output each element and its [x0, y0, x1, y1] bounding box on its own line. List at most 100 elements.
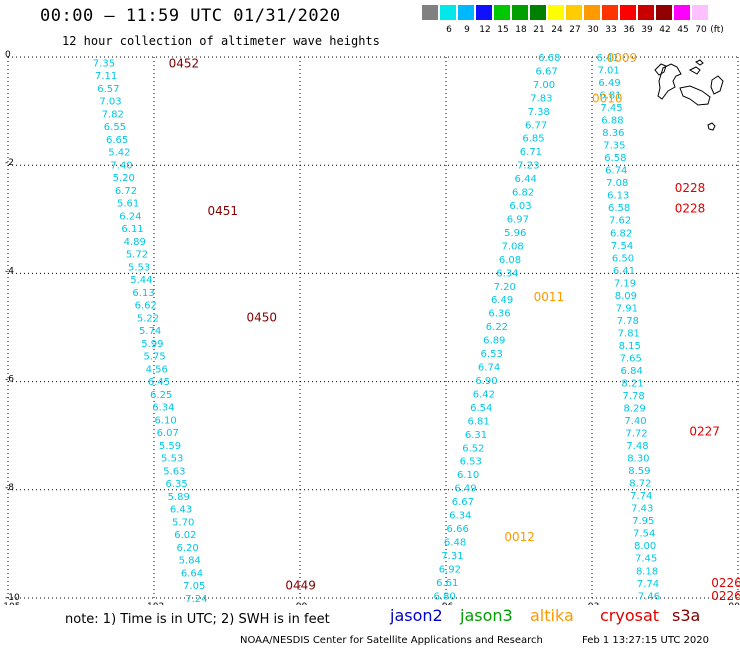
swh-value-cryosat: 8.36	[602, 128, 624, 139]
x-tick-label: -96	[439, 602, 454, 605]
swh-value-cryosat: 6.81	[599, 91, 621, 102]
swh-value-s3a: 6.62	[135, 301, 157, 312]
swh-value-s3a: 5.53	[161, 454, 183, 465]
island-outline	[654, 63, 667, 76]
swh-value-s3a: 5.61	[117, 199, 139, 210]
swh-value-s3a: 6.45	[148, 377, 170, 388]
swh-value-altika: 6.82	[512, 188, 534, 199]
swh-value-cryosat: 8.00	[634, 541, 656, 552]
swh-value-altika: 6.48	[444, 537, 466, 548]
pass-time-label-s3a: 0449	[285, 578, 316, 592]
swh-value-s3a: 6.24	[119, 211, 141, 222]
colorbar-box	[512, 5, 528, 20]
swh-value-altika: 7.00	[533, 80, 555, 91]
colorbar-label: 9	[464, 25, 470, 35]
colorbar-label: 12	[479, 25, 491, 35]
legend-altika: altika	[530, 606, 574, 625]
x-tick-label: -90	[725, 602, 740, 605]
swh-value-cryosat: 7.45	[635, 554, 657, 565]
swh-value-cryosat: 7.78	[617, 316, 639, 327]
swh-value-s3a: 6.20	[176, 543, 198, 554]
swh-value-altika: 6.34	[496, 268, 518, 279]
island-outline	[679, 85, 711, 106]
swh-value-cryosat: 7.74	[637, 579, 659, 590]
x-tick-label: -99	[293, 602, 308, 605]
swh-value-s3a: 6.02	[174, 530, 196, 541]
colorbar-label: 21	[533, 25, 545, 35]
colorbar-box	[584, 5, 600, 20]
swh-value-s3a: 5.63	[163, 466, 185, 477]
colorbar-box	[602, 5, 618, 20]
swh-value-altika: 6.31	[465, 430, 487, 441]
swh-value-altika: 6.90	[475, 376, 497, 387]
colorbar-label: 42	[659, 25, 671, 35]
colorbar-box	[530, 5, 546, 20]
swh-value-altika: 5.96	[504, 228, 526, 239]
swh-value-cryosat: 7.54	[633, 529, 655, 540]
swh-value-altika: 6.97	[507, 214, 529, 225]
colorbar-box	[620, 5, 636, 20]
swh-value-s3a: 7.05	[183, 581, 205, 592]
colorbar-label: 24	[551, 25, 563, 35]
pass-time-label-altika: 0012	[504, 530, 535, 544]
swh-value-altika: 7.23	[517, 161, 539, 172]
swh-value-s3a: 5.59	[159, 441, 181, 452]
swh-value-cryosat: 7.48	[626, 441, 648, 452]
swh-value-altika: 7.20	[494, 282, 516, 293]
pass-time-label-cryosat: 0226	[711, 576, 740, 590]
pass-time-label-altika: 0011	[534, 290, 565, 304]
pass-time-label-s3a: 0452	[169, 56, 200, 70]
swh-value-altika: 6.03	[509, 201, 531, 212]
swh-value-altika: 6.53	[481, 349, 503, 360]
swh-value-altika: 6.67	[535, 66, 557, 77]
swh-value-s3a: 5.42	[108, 148, 130, 159]
swh-value-s3a: 6.65	[106, 135, 128, 146]
swh-value-altika: 6.08	[499, 255, 521, 266]
x-tick-label: -102	[144, 602, 164, 605]
colorbar-label: 33	[605, 25, 617, 35]
colorbar-box	[458, 5, 474, 20]
swh-value-s3a: 7.11	[95, 71, 117, 82]
swh-value-altika: 6.54	[470, 403, 492, 414]
wave-height-plot: 0 -2 -4 -6 -8 -10-105 -102 -99 -96 -93 -90 7.35 7.11…	[0, 50, 740, 605]
legend-jason2: jason2	[390, 606, 443, 625]
swh-value-altika: 6.61	[436, 578, 458, 589]
swh-value-s3a: 6.10	[154, 415, 176, 426]
swh-value-altika: 6.92	[439, 564, 461, 575]
swh-value-cryosat: 6.82	[610, 228, 632, 239]
note-text: note: 1) Time is in UTC; 2) SWH is in fe…	[65, 612, 330, 627]
swh-value-cryosat: 8.18	[636, 566, 658, 577]
pass-time-label-s3a: 0450	[246, 311, 277, 325]
swh-value-cryosat: 7.43	[631, 504, 653, 515]
swh-value-cryosat: 7.19	[614, 278, 636, 289]
colorbar-label: 15	[497, 25, 509, 35]
swh-value-cryosat: 8.72	[629, 479, 651, 490]
swh-value-altika: 6.10	[457, 470, 479, 481]
swh-value-cryosat: 7.81	[618, 328, 640, 339]
swh-value-altika: 6.44	[515, 174, 537, 185]
colorbar-label: 27	[569, 25, 581, 35]
swh-value-altika: 7.38	[528, 107, 550, 118]
swh-value-cryosat: 7.01	[597, 66, 619, 77]
swh-value-altika: 6.52	[462, 443, 484, 454]
swh-value-s3a: 7.24	[185, 594, 207, 605]
swh-value-s3a: 5.44	[130, 275, 152, 286]
y-tick-label: -2	[5, 158, 14, 168]
legend-cryosat: cryosat	[600, 606, 660, 625]
swh-value-cryosat: 6.41	[597, 53, 619, 64]
swh-value-s3a: 6.07	[157, 428, 179, 439]
swh-value-cryosat: 7.08	[606, 178, 628, 189]
island-outline	[707, 122, 716, 131]
swh-value-altika: 7.31	[441, 551, 463, 562]
colorbar-label: 18	[515, 25, 527, 35]
swh-value-altika: 6.49	[491, 295, 513, 306]
swh-value-cryosat: 7.65	[620, 353, 642, 364]
colorbar-box	[638, 5, 654, 20]
colorbar-label: 30	[587, 25, 599, 35]
swh-value-altika: 6.81	[467, 416, 489, 427]
legend-s3a: s3a	[672, 606, 701, 625]
swh-value-altika: 6.77	[525, 120, 547, 131]
colorbar-box	[476, 5, 492, 20]
swh-value-altika: 6.68	[538, 53, 560, 64]
colorbar-box	[692, 5, 708, 20]
